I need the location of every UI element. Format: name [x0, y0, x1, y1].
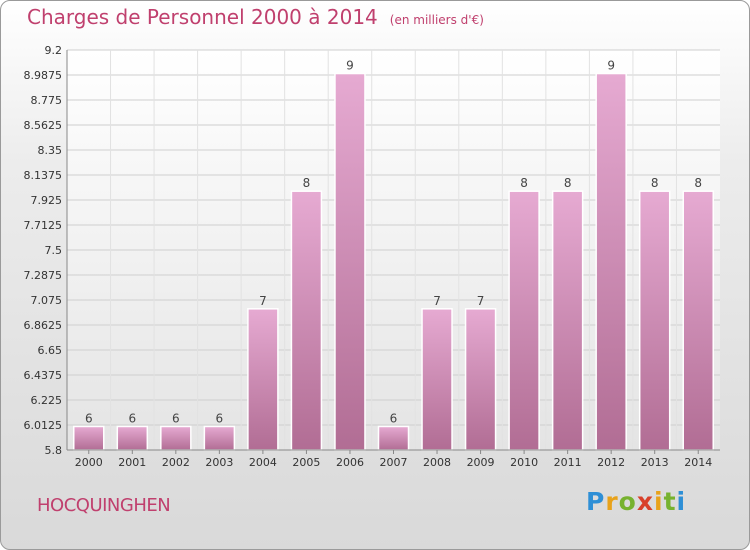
- y-tick-label: 8.1375: [24, 169, 63, 182]
- bar-value-label: 9: [607, 59, 615, 73]
- proxiti-logo: Proxiti: [586, 487, 687, 516]
- bar-value-label: 6: [128, 411, 136, 425]
- y-tick-label: 7.2875: [24, 269, 63, 282]
- x-tick-label: 2000: [75, 456, 103, 469]
- bar-value-label: 6: [390, 411, 398, 425]
- bar: [464, 308, 497, 451]
- bar: [247, 308, 279, 451]
- x-tick-label: 2004: [249, 456, 277, 469]
- x-tick-label: 2005: [292, 456, 320, 469]
- y-tick-label: 8.775: [31, 94, 63, 107]
- y-tick-label: 8.5625: [24, 119, 63, 132]
- x-tick-label: 2009: [467, 456, 495, 469]
- chart-subtitle: (en milliers d'€): [389, 13, 484, 27]
- bar-value-label: 8: [694, 176, 702, 190]
- bar-value-label: 7: [433, 294, 441, 308]
- bar-value-label: 6: [85, 411, 93, 425]
- bar-value-label: 9: [346, 59, 354, 73]
- x-tick-label: 2012: [597, 456, 625, 469]
- x-tick-label: 2010: [510, 456, 538, 469]
- x-tick-label: 2007: [380, 456, 408, 469]
- y-tick-label: 7.7125: [24, 219, 63, 232]
- commune-name: HOCQUINGHEN: [37, 495, 171, 516]
- bar: [377, 425, 410, 451]
- bar-value-label: 8: [303, 176, 311, 190]
- bar-value-label: 8: [564, 176, 572, 190]
- y-tick-label: 6.0125: [24, 419, 63, 432]
- y-tick-label: 7.925: [31, 194, 63, 207]
- y-tick-label: 6.225: [31, 394, 63, 407]
- y-tick-label: 5.8: [45, 444, 63, 457]
- x-tick-label: 2014: [684, 456, 712, 469]
- bar-value-label: 8: [520, 176, 528, 190]
- y-tick-label: 7.5: [45, 244, 63, 257]
- y-tick-label: 6.8625: [24, 319, 63, 332]
- bar: [508, 190, 540, 451]
- chart-title: Charges de Personnel 2000 à 2014 (en mill…: [27, 5, 484, 29]
- x-tick-label: 2003: [205, 456, 233, 469]
- y-tick-label: 8.9875: [24, 69, 63, 82]
- y-tick-label: 6.65: [38, 344, 63, 357]
- bar: [421, 308, 453, 451]
- bar: [290, 190, 323, 451]
- bar-value-label: 7: [477, 294, 485, 308]
- bar: [203, 425, 236, 451]
- bar-value-label: 6: [172, 411, 180, 425]
- x-tick-label: 2011: [554, 456, 582, 469]
- bar-value-label: 7: [259, 294, 267, 308]
- y-tick-label: 6.4375: [24, 369, 63, 382]
- x-tick-label: 2002: [162, 456, 190, 469]
- bar-value-label: 8: [651, 176, 659, 190]
- bar: [638, 190, 671, 451]
- bar: [116, 425, 149, 451]
- bar: [551, 190, 584, 451]
- bar: [595, 72, 627, 451]
- bar: [334, 72, 366, 451]
- bar-value-label: 6: [216, 411, 224, 425]
- bar: [160, 425, 192, 451]
- x-tick-label: 2006: [336, 456, 364, 469]
- y-tick-label: 9.2: [45, 44, 63, 57]
- x-tick-label: 2001: [118, 456, 146, 469]
- chart-title-text: Charges de Personnel 2000 à 2014: [27, 5, 378, 29]
- bar: [73, 425, 105, 451]
- y-tick-label: 8.35: [38, 144, 63, 157]
- x-tick-label: 2013: [641, 456, 669, 469]
- y-tick-label: 7.075: [31, 294, 63, 307]
- x-tick-label: 2008: [423, 456, 451, 469]
- bar: [682, 190, 714, 451]
